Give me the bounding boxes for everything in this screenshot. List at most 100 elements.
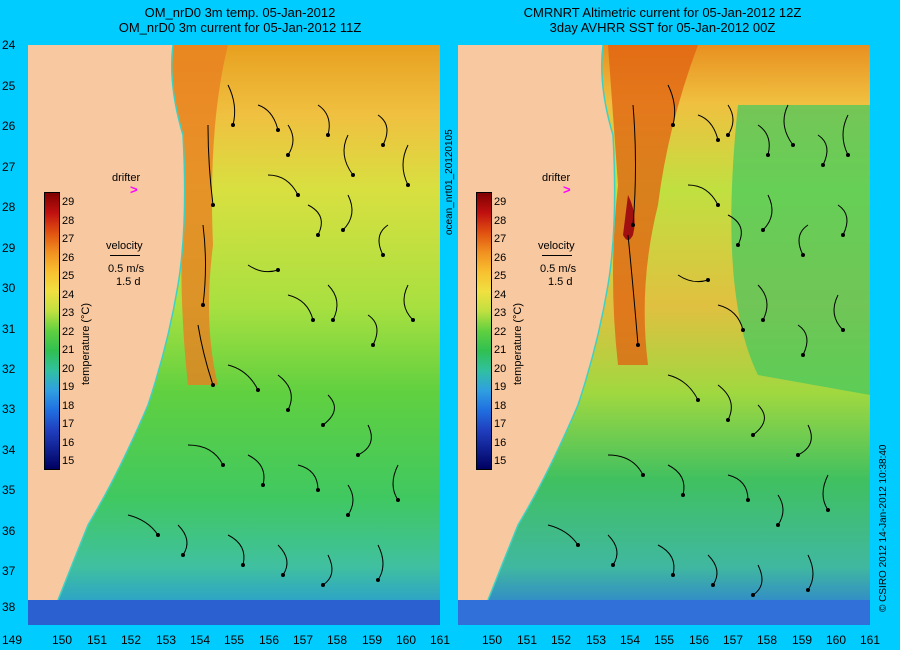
- left-title: OM_nrD0 3m temp. 05-Jan-2012 OM_nrD0 3m …: [40, 5, 440, 35]
- left-title-line2: OM_nrD0 3m current for 05-Jan-2012 11Z: [118, 20, 362, 35]
- lat-tick: 32: [2, 362, 16, 376]
- left-map-panel: [28, 45, 440, 625]
- colorbar-tick: 27: [62, 233, 75, 245]
- colorbar-tick: 22: [62, 325, 75, 338]
- colorbar-tick: 25: [494, 270, 507, 282]
- lon-tick: 154: [189, 633, 211, 647]
- lon-tick: 161: [429, 633, 451, 647]
- colorbar-tick: 24: [62, 288, 75, 301]
- left-drifter-marker-icon: >: [130, 182, 138, 197]
- lat-tick: 37: [2, 564, 16, 578]
- lon-tick: 155: [653, 633, 675, 647]
- right-title: CMRNRT Altimetric current for 05-Jan-201…: [455, 5, 870, 35]
- colorbar-tick: 29: [494, 196, 507, 208]
- lon-tick: 161: [859, 633, 881, 647]
- land-mass: [458, 45, 615, 600]
- left-title-line1: OM_nrD0 3m temp. 05-Jan-2012: [144, 5, 336, 20]
- copyright-label: © CSIRO 2012 14-Jan-2012 10:38:40: [878, 444, 889, 612]
- right-colorbar-ticks: 29 28 27 26 25 24 23 22 21 20 19 18 17 1…: [494, 193, 506, 471]
- right-drifter-label: drifter: [542, 172, 571, 184]
- lon-tick: 160: [395, 633, 417, 647]
- colorbar-tick: 29: [62, 196, 75, 208]
- right-drifter-marker-icon: >: [563, 182, 571, 197]
- right-map: [458, 45, 870, 625]
- lon-tick: 150: [51, 633, 73, 647]
- current-vector-dots: [156, 123, 415, 587]
- colorbar-tick: 15: [62, 455, 75, 467]
- warm-current-core: [168, 45, 228, 385]
- lon-tick: 156: [688, 633, 710, 647]
- left-velocity-label: velocity: [106, 240, 143, 252]
- right-title-line1: CMRNRT Altimetric current for 05-Jan-201…: [523, 5, 802, 20]
- colorbar-tick: 20: [494, 362, 507, 375]
- lat-tick: 24: [2, 38, 16, 52]
- lon-tick: 154: [619, 633, 641, 647]
- lon-tick: 153: [585, 633, 607, 647]
- lon-tick: 150: [481, 633, 503, 647]
- lat-tick: 26: [2, 119, 16, 133]
- colorbar-tick: 17: [62, 418, 75, 430]
- lon-tick: 153: [155, 633, 177, 647]
- lon-tick: 151: [516, 633, 538, 647]
- current-vector-dots: [576, 123, 850, 597]
- left-velocity-scale: 0.5 m/s: [108, 263, 145, 275]
- hot-spot: [623, 195, 635, 240]
- lat-tick: 30: [2, 281, 16, 295]
- lat-tick: 31: [2, 322, 16, 336]
- lat-tick: 25: [2, 79, 16, 93]
- colorbar-tick: 26: [494, 251, 507, 264]
- lat-tick: 35: [2, 483, 16, 497]
- lat-tick: 34: [2, 443, 16, 457]
- colorbar-tick: 15: [494, 455, 507, 467]
- lon-tick: 158: [756, 633, 778, 647]
- lat-tick: 36: [2, 524, 16, 538]
- lon-tick: 160: [825, 633, 847, 647]
- lon-tick: 152: [120, 633, 142, 647]
- colorbar-tick: 21: [62, 344, 75, 356]
- colorbar-tick: 25: [62, 270, 75, 282]
- colorbar-tick: 22: [494, 325, 507, 338]
- colorbar-tick: 24: [494, 288, 507, 301]
- lat-tick: 27: [2, 160, 16, 174]
- colorbar-tick: 18: [62, 399, 75, 412]
- left-velocity-time: 1.5 d: [116, 276, 141, 288]
- colorbar-tick: 23: [62, 307, 75, 319]
- lon-tick: 159: [791, 633, 813, 647]
- colorbar-tick: 23: [494, 307, 507, 319]
- current-vectors: [127, 84, 414, 586]
- lon-tick: 152: [550, 633, 572, 647]
- lat-tick: 29: [2, 241, 16, 255]
- left-colorbar-label: temperature (°C): [80, 302, 92, 385]
- lon-tick: 151: [86, 633, 108, 647]
- colorbar-tick: 27: [494, 233, 507, 245]
- right-velocity-label: velocity: [538, 240, 575, 252]
- coastline: [487, 45, 616, 601]
- right-velocity-arrow-icon: [542, 255, 572, 256]
- current-vectors: [547, 84, 849, 596]
- colorbar-tick: 21: [494, 344, 507, 356]
- left-drifter-label: drifter: [112, 172, 141, 184]
- colorbar-tick: 16: [494, 436, 507, 449]
- colorbar-tick: 18: [494, 399, 507, 412]
- right-colorbar: [476, 192, 492, 470]
- lat-tick: 28: [2, 200, 16, 214]
- land-mass: [28, 45, 185, 600]
- colorbar-tick: 19: [494, 381, 507, 393]
- right-colorbar-label: temperature (°C): [512, 302, 524, 385]
- lat-tick: 33: [2, 402, 16, 416]
- colorbar-tick: 17: [494, 418, 507, 430]
- coastline: [57, 45, 186, 601]
- lon-tick: 157: [722, 633, 744, 647]
- colorbar-tick: 20: [62, 362, 75, 375]
- left-colorbar: [44, 192, 60, 470]
- colorbar-tick: 28: [62, 214, 75, 227]
- right-velocity-scale: 0.5 m/s: [540, 263, 577, 275]
- colorbar-tick: 19: [62, 381, 75, 393]
- left-velocity-arrow-icon: [110, 255, 140, 256]
- left-colorbar-ticks: 29 28 27 26 25 24 23 22 21 20 19 18 17 1…: [62, 193, 74, 471]
- lat-tick: 38: [2, 600, 16, 614]
- right-map-panel: [458, 45, 870, 625]
- right-title-line2: 3day AVHRR SST for 05-Jan-2012 00Z: [549, 20, 776, 35]
- lon-tick: 156: [258, 633, 280, 647]
- lon-tick: 159: [361, 633, 383, 647]
